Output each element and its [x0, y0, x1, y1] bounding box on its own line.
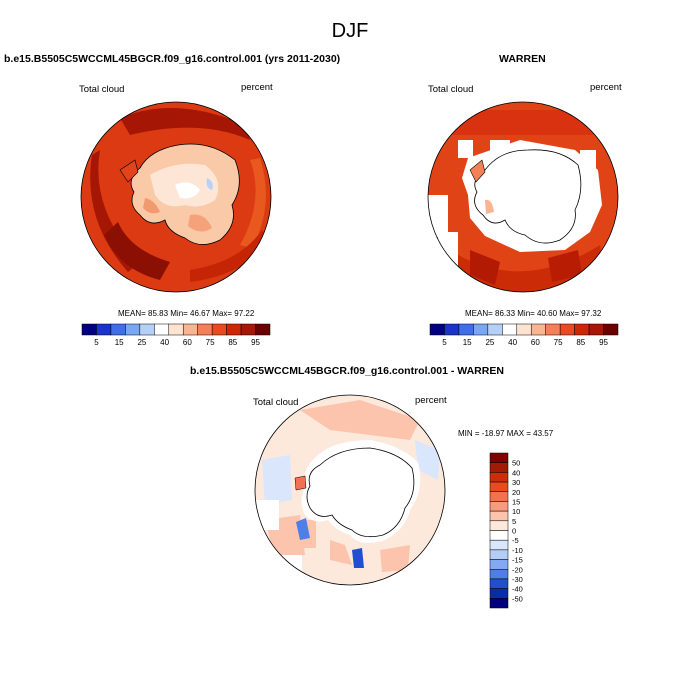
colorbar-tick-label: 15 [512, 497, 520, 506]
panel-model-title: b.e15.B5505C5WCCML45BGCR.f09_g16.control… [4, 53, 341, 65]
colorbar-swatch [489, 549, 509, 560]
colorbar-tick-label: 30 [512, 478, 520, 487]
colorbar-swatch [502, 323, 518, 336]
colorbar-tick-label: 60 [531, 338, 540, 347]
colorbar-swatch [81, 323, 97, 336]
colorbar-tick-label: 75 [206, 338, 215, 347]
colorbar-swatch [489, 462, 509, 473]
colorbar-swatch [255, 323, 271, 336]
colorbar-swatch [226, 323, 242, 336]
panel-difference-title: b.e15.B5505C5WCCML45BGCR.f09_g16.control… [190, 365, 504, 377]
panel-warren-right-label: percent [590, 82, 622, 93]
colorbar-swatch [489, 578, 509, 589]
colorbar-tick-label: -5 [512, 536, 519, 545]
colorbar-tick-label: 40 [160, 338, 169, 347]
colorbar-swatch [489, 588, 509, 599]
colorbar-swatch [489, 559, 509, 570]
colorbar-tick-label: 15 [115, 338, 124, 347]
colorbar-tick-label: 85 [576, 338, 585, 347]
colorbar-swatch [489, 491, 509, 502]
panel-model-stats: MEAN= 85.83 Min= 46.67 Max= 97.22 [118, 309, 255, 318]
colorbar-tick-label: 75 [554, 338, 563, 347]
colorbar-swatch [588, 323, 604, 336]
map-warren [428, 102, 618, 292]
colorbar-swatch [574, 323, 590, 336]
map-difference-border [254, 394, 446, 586]
colorbar-swatch [487, 323, 503, 336]
colorbar-swatch [603, 323, 619, 336]
colorbar-tick-label: -30 [512, 575, 523, 584]
colorbar-swatch [429, 323, 445, 336]
colorbar-swatch [473, 323, 489, 336]
colorbar-tick-label: -50 [512, 594, 523, 603]
colorbar-swatch [489, 472, 509, 483]
colorbar-warren: 5 15 25 40 60 75 85 95 [429, 323, 619, 347]
map-model [81, 102, 271, 292]
colorbar-swatch [489, 520, 509, 531]
colorbar-swatch [530, 323, 546, 336]
colorbar-tick-label: -10 [512, 546, 523, 555]
panel-difference-left-label: Total cloud [253, 397, 299, 408]
colorbar-swatch [110, 323, 126, 336]
colorbar-tick-label: -40 [512, 585, 523, 594]
colorbar-swatch [489, 510, 509, 522]
colorbar-tick-label: 95 [251, 338, 260, 347]
colorbar-swatch [197, 323, 213, 336]
panel-model-left-label: Total cloud [79, 84, 125, 95]
colorbar-swatch [96, 323, 112, 336]
colorbar-swatch [489, 501, 509, 512]
colorbar-swatch [489, 539, 509, 551]
colorbar-tick-label: 20 [512, 488, 520, 497]
panel-warren-stats: MEAN= 86.33 Min= 40.60 Max= 97.32 [465, 309, 602, 318]
colorbar-swatch [559, 323, 575, 336]
colorbar-swatch [444, 323, 460, 336]
colorbar-swatch [182, 323, 198, 336]
colorbar-swatch [211, 323, 227, 336]
colorbar-tick-label: 5 [94, 338, 99, 347]
colorbar-swatch [489, 452, 509, 463]
colorbar-model: 5 15 25 40 60 75 85 95 [81, 323, 271, 347]
colorbar-tick-label: 25 [137, 338, 146, 347]
colorbar-swatch [489, 530, 509, 541]
colorbar-tick-label: -20 [512, 565, 523, 574]
colorbar-tick-label: 10 [512, 507, 520, 516]
colorbar-swatch [168, 323, 184, 336]
colorbar-swatch [516, 323, 532, 336]
colorbar-tick-label: 40 [508, 338, 517, 347]
colorbar-swatch [139, 323, 155, 336]
colorbar-swatch [240, 323, 256, 336]
panel-warren-title: WARREN [499, 53, 546, 65]
colorbar-tick-label: 85 [228, 338, 237, 347]
map-model-border [80, 101, 272, 293]
colorbar-tick-label: 5 [442, 338, 447, 347]
panel-warren-left-label: Total cloud [428, 84, 474, 95]
colorbar-swatch [545, 323, 561, 336]
panel-difference-stats: MIN = -18.97 MAX = 43.57 [458, 429, 554, 438]
colorbar-swatch [154, 323, 170, 336]
map-warren-border [427, 101, 619, 293]
colorbar-swatch [458, 323, 474, 336]
map-difference [255, 395, 445, 585]
colorbar-tick-label: 40 [512, 468, 520, 477]
colorbar-swatch [125, 323, 141, 336]
colorbar-tick-label: 5 [512, 517, 516, 526]
colorbar-tick-label: -15 [512, 556, 523, 565]
colorbar-swatch [489, 481, 509, 492]
colorbar-tick-label: 15 [463, 338, 472, 347]
colorbar-swatch [489, 598, 509, 609]
colorbar-tick-label: 50 [512, 459, 520, 468]
colorbar-tick-label: 25 [485, 338, 494, 347]
colorbar-swatch [489, 569, 509, 580]
colorbar-tick-label: 0 [512, 527, 516, 536]
figure-title: DJF [331, 20, 369, 42]
colorbar-tick-label: 95 [599, 338, 608, 347]
panel-model-right-label: percent [241, 82, 273, 93]
panel-difference-right-label: percent [415, 395, 447, 406]
colorbar-tick-label: 60 [183, 338, 192, 347]
